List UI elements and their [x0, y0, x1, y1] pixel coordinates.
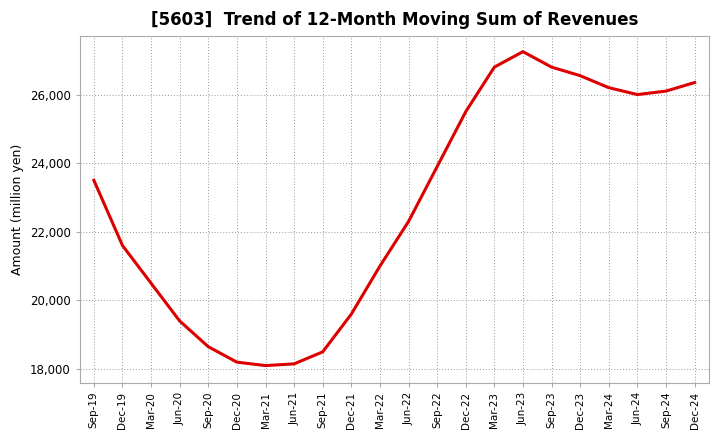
Y-axis label: Amount (million yen): Amount (million yen) — [11, 144, 24, 275]
Title: [5603]  Trend of 12-Month Moving Sum of Revenues: [5603] Trend of 12-Month Moving Sum of R… — [150, 11, 638, 29]
